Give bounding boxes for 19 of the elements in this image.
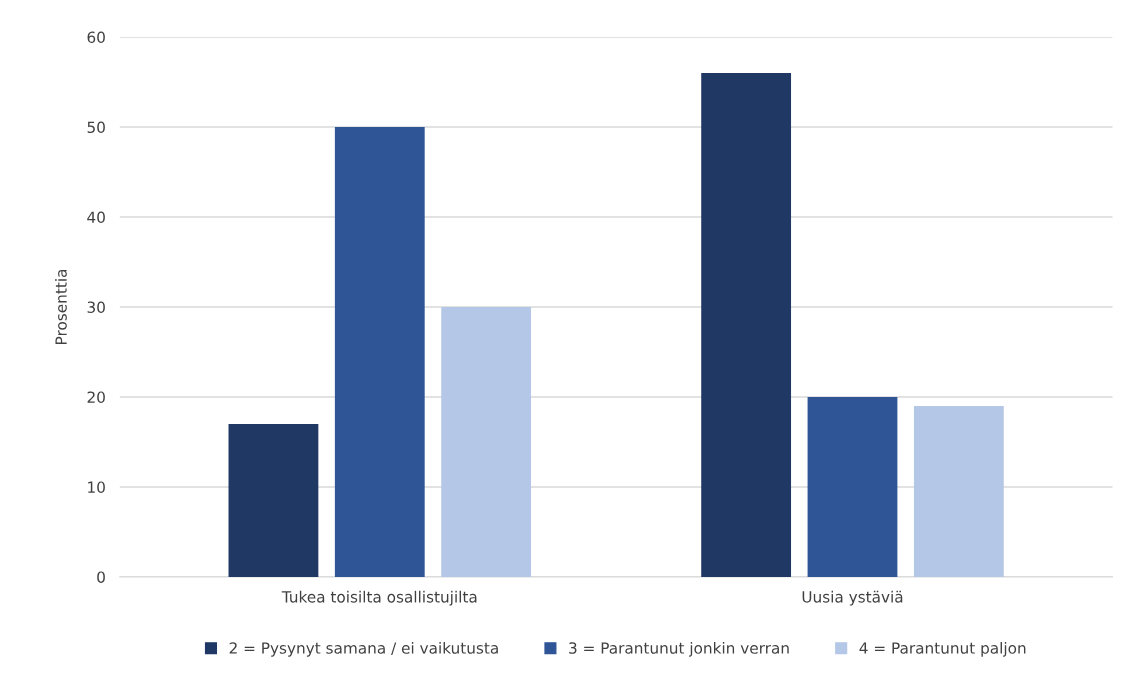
bar [334,127,425,577]
legend-label: 2 = Pysynyt samana / ei vaikutusta [229,641,498,657]
y-tick-label: 40 [87,211,105,224]
y-tick-label: 10 [88,481,105,493]
legend-label: 4 = Parantunut paljon [859,641,1026,657]
bar [807,396,898,577]
y-tick-label: 30 [87,301,105,314]
y-tick-label: 20 [87,391,105,403]
bar [228,423,319,577]
y-axis-title: Prosenttia [55,269,67,344]
y-tick-label: 60 [87,31,105,44]
y-tick-label: 0 [97,571,105,583]
x-tick-label: Tukea toisilta osallistujilta [281,590,477,606]
bar [913,405,1004,577]
bar [441,306,532,577]
y-tick-label: 50 [87,121,105,134]
legend-label: 3 = Parantunut jonkin verran [569,641,789,657]
bar [701,73,792,577]
x-tick-label: Uusia ystäviä [802,590,903,606]
